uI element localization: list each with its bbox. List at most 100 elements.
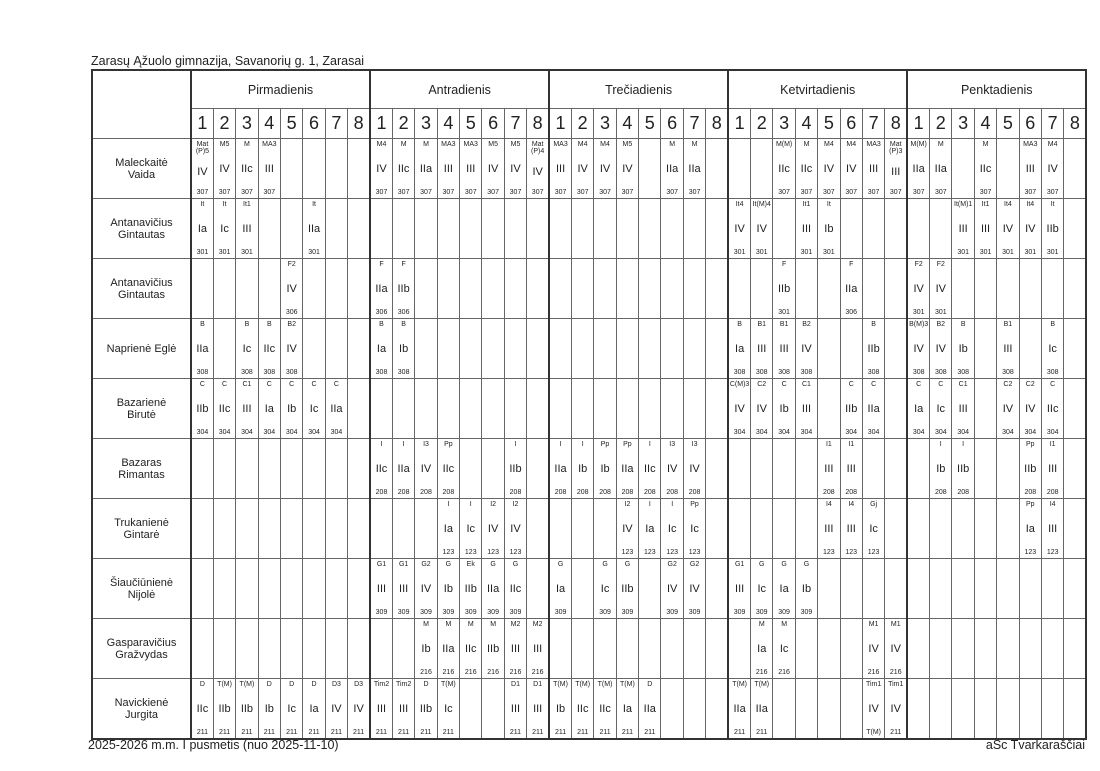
subject: G bbox=[624, 561, 631, 568]
class: III bbox=[555, 162, 566, 175]
lesson-cell: G1 III 309 bbox=[727, 558, 752, 619]
lesson-cell bbox=[414, 318, 438, 379]
lesson: C IIa 304 bbox=[863, 380, 883, 438]
subject: B bbox=[401, 321, 406, 328]
timetable: Pirmadienis Antradienis Trečiadienis Ketvir… bbox=[91, 69, 1088, 740]
class: IIa bbox=[912, 162, 925, 175]
subject: It4 bbox=[1026, 201, 1035, 208]
lesson-cell bbox=[526, 558, 550, 619]
lesson: M5 IV 307 bbox=[214, 140, 234, 198]
lesson: M IIa 307 bbox=[416, 140, 436, 198]
subject: T(M) bbox=[732, 681, 747, 688]
teacher-name: Navickienė Jurgita bbox=[91, 678, 192, 740]
period-number: 8 bbox=[705, 108, 729, 139]
class: IIb bbox=[621, 582, 634, 595]
lesson-cell bbox=[436, 258, 461, 319]
lesson-cell: Pp IIa 208 bbox=[615, 438, 640, 499]
lesson-cell bbox=[570, 498, 595, 559]
lesson: I1 III 208 bbox=[841, 440, 861, 498]
lesson: I Ic 123 bbox=[662, 500, 682, 558]
lesson-cell: Pp Ic 123 bbox=[682, 498, 707, 559]
room: 309 bbox=[464, 609, 477, 616]
room: 123 bbox=[621, 549, 634, 556]
lesson-cell bbox=[682, 678, 707, 740]
lesson: T(M) IIc 211 bbox=[595, 679, 615, 738]
room: 307 bbox=[442, 189, 455, 196]
lesson-cell bbox=[727, 438, 752, 499]
room: 309 bbox=[778, 609, 790, 616]
lesson-cell bbox=[548, 318, 572, 379]
lesson-cell: B Ib 308 bbox=[391, 318, 416, 379]
lesson-cell bbox=[257, 498, 282, 559]
class: IIb bbox=[1046, 222, 1059, 235]
subject: Pp bbox=[1026, 501, 1035, 508]
room: 304 bbox=[867, 429, 880, 436]
class: Ic bbox=[779, 642, 789, 655]
subject: C1 bbox=[242, 381, 252, 388]
lesson-cell bbox=[324, 618, 349, 679]
subject: M5 bbox=[219, 141, 230, 148]
room: 123 bbox=[1024, 549, 1037, 556]
class: IIc bbox=[375, 462, 388, 475]
lesson-cell bbox=[302, 558, 326, 619]
period-number: 5 bbox=[279, 108, 304, 139]
lesson-cell: M IIb 216 bbox=[481, 618, 505, 679]
class: IIc bbox=[778, 162, 790, 175]
lesson-cell bbox=[526, 198, 550, 259]
lesson: Ek IIb 309 bbox=[461, 560, 481, 618]
lesson-cell: I IIb 208 bbox=[951, 438, 975, 499]
class: IV bbox=[689, 462, 700, 475]
room: 211 bbox=[554, 729, 567, 736]
subject: D1 bbox=[533, 681, 543, 688]
lesson-cell bbox=[906, 438, 931, 499]
room: 301 bbox=[733, 249, 746, 256]
class: IV bbox=[868, 642, 879, 655]
class: III bbox=[801, 402, 812, 415]
lesson-cell: I Ic 123 bbox=[459, 498, 483, 559]
lesson-cell bbox=[257, 558, 282, 619]
room: 211 bbox=[734, 729, 746, 736]
lesson-cell bbox=[951, 618, 975, 679]
subject: F bbox=[849, 261, 854, 268]
lesson-cell bbox=[615, 618, 640, 679]
lesson: B Ic 308 bbox=[1042, 320, 1062, 378]
subject: C bbox=[199, 381, 205, 388]
period-number: 8 bbox=[1063, 108, 1087, 139]
class: Ib bbox=[779, 402, 789, 415]
lesson: Pp Ia 123 bbox=[1020, 500, 1040, 558]
room: 208 bbox=[845, 489, 858, 496]
lesson-cell: I IIb 208 bbox=[503, 438, 528, 499]
room: 208 bbox=[576, 489, 589, 496]
subject: T(M) bbox=[754, 681, 770, 688]
room: 309 bbox=[800, 609, 813, 616]
lesson-cell: T(M) Ia 211 bbox=[615, 678, 640, 740]
room: 301 bbox=[800, 249, 813, 256]
room: 301 bbox=[823, 249, 835, 256]
subject: It bbox=[826, 201, 831, 208]
lesson-cell bbox=[705, 498, 729, 559]
subject: T(M) bbox=[553, 681, 568, 688]
lesson-cell: Gj Ic 123 bbox=[861, 498, 886, 559]
subject: M2 bbox=[510, 621, 521, 628]
class: IV bbox=[510, 522, 521, 535]
room: 211 bbox=[890, 729, 902, 736]
class: IIa bbox=[643, 702, 656, 715]
subject: M bbox=[445, 621, 452, 628]
lesson-cell: F IIa 306 bbox=[369, 258, 393, 319]
class: III bbox=[376, 702, 387, 715]
class: IV bbox=[756, 402, 767, 415]
class: IIb bbox=[845, 402, 858, 415]
subject: M(M) bbox=[775, 141, 793, 148]
lesson: M Ib 216 bbox=[416, 620, 436, 678]
subject: M bbox=[244, 141, 250, 148]
lesson-cell bbox=[279, 498, 304, 559]
class: Ic bbox=[667, 522, 677, 535]
room: 307 bbox=[263, 189, 276, 196]
lesson: M IIb 216 bbox=[483, 620, 503, 678]
lesson-cell bbox=[727, 498, 752, 559]
lesson: I2 IV 123 bbox=[505, 500, 525, 558]
lesson-cell bbox=[324, 198, 349, 259]
lesson-cell bbox=[279, 618, 304, 679]
class: IIc bbox=[979, 162, 992, 175]
lesson-cell: D IIc 211 bbox=[189, 678, 214, 740]
